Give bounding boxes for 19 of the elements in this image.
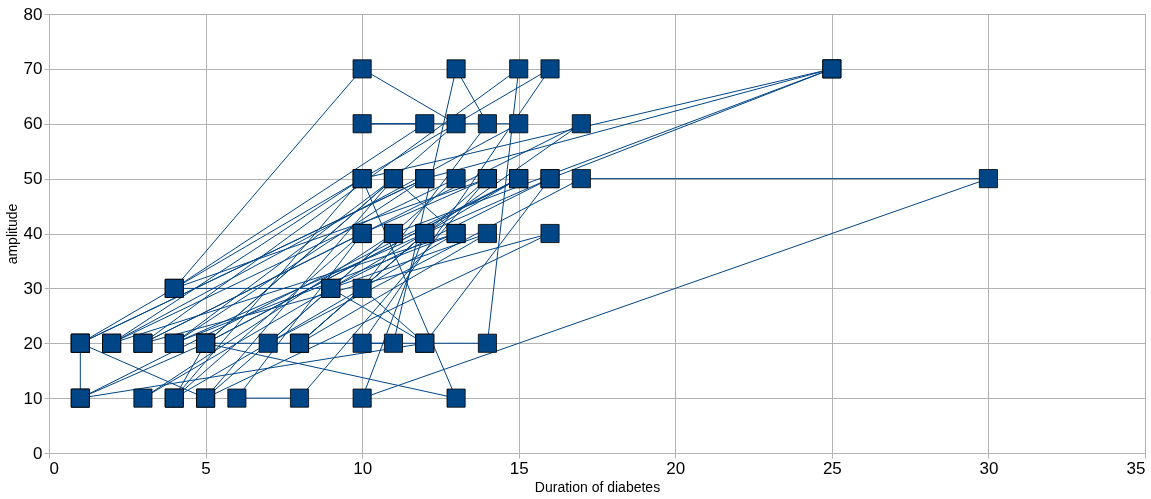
x-tick-label: 30 bbox=[979, 458, 999, 478]
x-tick-label: 10 bbox=[353, 458, 373, 478]
x-axis-title: Duration of diabetes bbox=[534, 478, 661, 495]
x-tick-label: 0 bbox=[49, 458, 59, 478]
y-tick-label: 80 bbox=[23, 4, 43, 24]
y-tick-label: 0 bbox=[33, 443, 43, 463]
x-tick-label: 25 bbox=[822, 458, 842, 478]
y-tick-label: 10 bbox=[23, 388, 43, 408]
x-tick-label: 15 bbox=[509, 458, 529, 478]
y-tick-label: 40 bbox=[23, 224, 43, 243]
x-tick-label: 5 bbox=[201, 458, 211, 478]
x-tick-label: 35 bbox=[1126, 458, 1146, 478]
y-tick-label: 30 bbox=[23, 278, 43, 298]
y-tick-label: 50 bbox=[23, 169, 43, 189]
x-tick-label: 20 bbox=[666, 458, 686, 478]
y-axis-title: amplitude bbox=[3, 203, 20, 265]
y-tick-label: 70 bbox=[23, 59, 43, 79]
y-tick-label: 20 bbox=[23, 333, 43, 353]
y-tick-label: 60 bbox=[23, 114, 43, 134]
